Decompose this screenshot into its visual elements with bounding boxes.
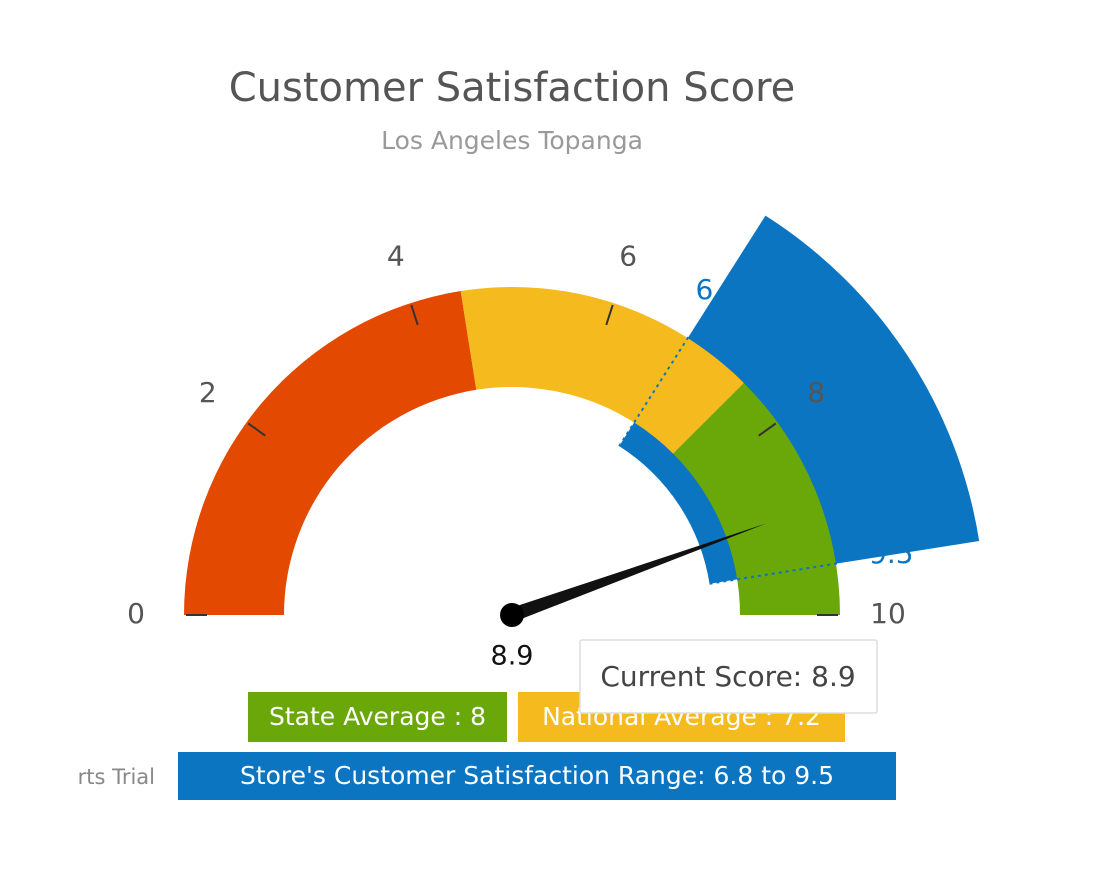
chart-title: Customer Satisfaction Score xyxy=(229,65,796,111)
value-label: 8.9 xyxy=(491,641,534,672)
range-edge xyxy=(618,335,690,447)
tick-mark xyxy=(605,304,614,326)
tick-mark xyxy=(247,422,266,437)
tick-label: 6 xyxy=(619,239,637,272)
chart-subtitle: Los Angeles Topanga xyxy=(381,126,643,155)
needle xyxy=(509,523,767,622)
gauge-band xyxy=(184,291,477,615)
legend-text: Store's Customer Satisfaction Range: 6.8… xyxy=(240,761,834,790)
tick-label: 8 xyxy=(807,376,825,409)
legend-box xyxy=(178,752,896,800)
gauge-band xyxy=(460,287,744,454)
tick-mark xyxy=(758,422,777,437)
gauge-band xyxy=(673,383,840,615)
tick-label: 0 xyxy=(127,597,145,630)
tick-label: 10 xyxy=(870,597,906,630)
legend-box xyxy=(248,692,507,742)
tick-mark xyxy=(410,304,419,326)
range-edge xyxy=(709,562,839,585)
watermark: rts Trial xyxy=(78,765,155,789)
tick-label: 4 xyxy=(387,239,405,272)
tooltip-text: Current Score: 8.9 xyxy=(600,660,855,693)
legend-text: State Average : 8 xyxy=(269,702,486,731)
needle-pivot xyxy=(500,603,524,627)
tick-label: 2 xyxy=(199,376,217,409)
tooltip-box xyxy=(579,639,878,714)
